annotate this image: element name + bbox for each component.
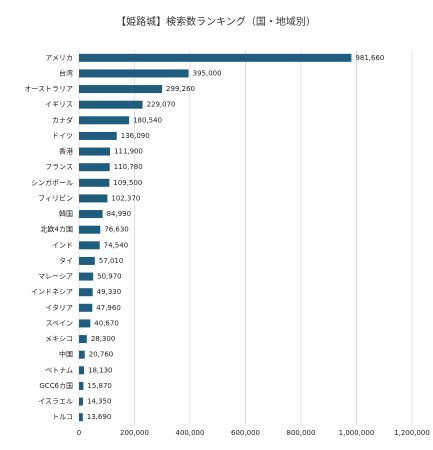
bar	[79, 241, 100, 250]
value-label: 47,960	[96, 304, 121, 312]
value-label: 13,690	[87, 413, 112, 421]
category-label: インド	[52, 241, 73, 249]
x-tick-label: 600,000	[231, 429, 260, 437]
category-label: 北欧4カ国	[41, 225, 73, 234]
bar	[79, 225, 101, 234]
category-label: スペイン	[45, 319, 73, 327]
value-label: 49,330	[97, 288, 122, 296]
category-label: イギリス	[45, 101, 73, 109]
x-tick-label: 0	[77, 429, 81, 437]
value-label: 57,010	[99, 257, 124, 265]
value-label: 28,300	[91, 335, 116, 343]
bar	[79, 69, 189, 78]
bar	[79, 100, 143, 109]
category-label: タイ	[59, 256, 73, 265]
value-label: 40,670	[94, 319, 119, 327]
bar	[79, 194, 108, 203]
category-label: イタリア	[45, 303, 73, 312]
bar	[79, 178, 110, 187]
bar	[79, 85, 163, 94]
chart-title: 【姫路城】検索数ランキング（国・地域別）	[116, 15, 316, 28]
value-label: 50,970	[97, 273, 122, 281]
value-label: 180,540	[133, 116, 162, 124]
bar	[79, 381, 84, 390]
category-label: アメリカ	[45, 54, 73, 62]
value-label: 20,760	[89, 351, 114, 359]
category-label: フィリピン	[38, 194, 73, 202]
bar	[79, 116, 130, 125]
value-label: 109,500	[113, 179, 142, 187]
value-label: 102,370	[111, 194, 140, 202]
category-label: イスラエル	[38, 398, 73, 406]
category-label: 中国	[59, 350, 73, 359]
value-label: 84,990	[107, 210, 131, 218]
value-label: 74,540	[104, 241, 128, 249]
value-label: 136,090	[121, 132, 150, 140]
value-label: 395,000	[193, 69, 222, 77]
category-label: シンガポール	[31, 178, 73, 187]
category-label: 香港	[59, 147, 73, 156]
value-label: 15,870	[87, 382, 112, 390]
category-label: メキシコ	[45, 335, 73, 343]
bar	[79, 147, 111, 156]
category-label: カナダ	[52, 115, 73, 124]
bar	[79, 163, 110, 172]
x-tick-label: 200,000	[120, 429, 149, 437]
category-label: ドイツ	[52, 132, 73, 140]
bar	[79, 413, 83, 422]
category-label: GCC6カ国	[39, 382, 73, 390]
bar	[79, 350, 85, 359]
bar	[79, 288, 93, 297]
category-label: 韓国	[59, 209, 73, 218]
bar	[79, 131, 117, 140]
value-label: 14,350	[87, 398, 112, 406]
value-label: 76,630	[104, 226, 129, 234]
category-label: インドネシア	[31, 288, 73, 296]
x-tick-label: 400,000	[176, 429, 205, 437]
value-label: 18,130	[88, 366, 113, 374]
bar	[79, 53, 352, 62]
category-label: マレーシア	[38, 273, 73, 281]
value-label: 111,900	[114, 148, 143, 156]
bar	[79, 397, 83, 406]
bar	[79, 319, 91, 328]
category-label: オーストラリア	[24, 85, 73, 93]
bar	[79, 335, 87, 344]
bar	[79, 256, 95, 265]
category-label: フランス	[45, 163, 73, 171]
bar	[79, 366, 85, 375]
category-label: 台湾	[59, 68, 73, 77]
value-label: 229,070	[147, 101, 176, 109]
bar	[79, 210, 103, 219]
value-label: 110,780	[114, 163, 143, 171]
x-tick-label: 800,000	[287, 429, 316, 437]
value-label: 299,260	[166, 85, 195, 93]
bar	[79, 303, 93, 312]
value-label: 981,660	[355, 54, 384, 62]
x-tick-label: 1,000,000	[339, 429, 375, 437]
x-tick-label: 1,200,000	[394, 429, 430, 437]
category-label: トルコ	[52, 413, 73, 421]
bar	[79, 272, 94, 281]
category-label: ベトナム	[45, 366, 73, 374]
